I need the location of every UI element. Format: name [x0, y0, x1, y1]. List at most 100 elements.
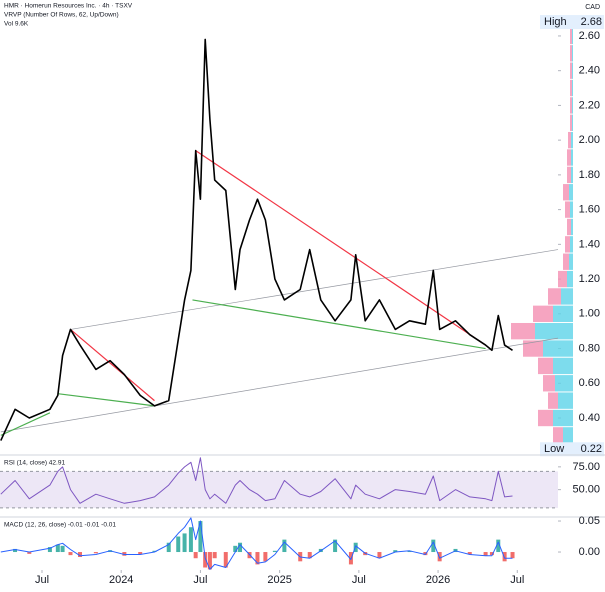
macd-histogram-bar [193, 552, 198, 559]
macd-histogram-bar [188, 527, 193, 553]
profile-down [570, 62, 572, 79]
profile-down [570, 27, 572, 45]
profile-down [548, 288, 561, 305]
macd-histogram-bar [272, 550, 277, 553]
profile-down [511, 322, 535, 340]
profile-up [571, 218, 573, 236]
profile-up [543, 340, 573, 357]
indicator-title: RSI (14, close) 42.91 [4, 460, 65, 467]
macd-histogram-bar [238, 542, 243, 553]
profile-down [558, 270, 567, 288]
x-tick-label: Jul [193, 574, 207, 586]
y-tick-label: 1.20 [579, 273, 600, 285]
macd-histogram-bar [166, 542, 171, 553]
price-line [0, 38, 513, 441]
macd-histogram-bar [47, 547, 52, 553]
profile-up [553, 357, 573, 375]
price-line [0, 457, 513, 504]
profile-up [569, 253, 573, 270]
macd-histogram-bar [60, 545, 65, 553]
low-box [540, 442, 604, 457]
profile-up [569, 184, 573, 201]
macd-histogram-bar [489, 552, 494, 556]
y-tick-label: 0.80 [579, 342, 600, 354]
profile-down [570, 114, 572, 131]
macd-histogram-bar [203, 552, 208, 568]
macd-line [0, 517, 513, 570]
macd-histogram-bar [233, 545, 238, 553]
profile-down [563, 184, 569, 201]
macd-histogram-bar [93, 552, 98, 554]
profile-down [567, 166, 571, 184]
macd-histogram-bar [212, 552, 217, 559]
macd-histogram-bar [483, 552, 488, 556]
macd-histogram-bar [27, 552, 32, 554]
profile-up [571, 149, 573, 166]
trendline [57, 393, 155, 407]
macd-histogram-bar [152, 550, 157, 553]
macd-histogram-bar [207, 552, 212, 570]
indicator-title: MACD (12, 26, close) -0.01 -0.01 -0.01 [4, 522, 116, 529]
macd-histogram-bar [55, 544, 60, 553]
profile-down [538, 409, 553, 427]
profile-down [570, 97, 572, 114]
x-tick-label: Jul [35, 574, 49, 586]
profile-down [538, 357, 553, 375]
profile-up [572, 45, 573, 62]
profile-up [535, 322, 573, 340]
y-tick-label: 0.00 [579, 546, 600, 558]
macd-histogram-bar [138, 552, 143, 555]
macd-histogram-bar [223, 552, 228, 568]
trendline [0, 337, 559, 433]
profile-down [565, 201, 570, 218]
x-tick-label: 2025 [267, 574, 291, 586]
high-value: 2.68 [581, 16, 602, 28]
y-tick-label: 2.00 [579, 134, 600, 146]
y-tick-label: 0.60 [579, 377, 600, 389]
trendline [70, 328, 155, 402]
profile-down [523, 340, 543, 357]
profile-down [533, 305, 553, 322]
high-box [540, 15, 604, 30]
macd-histogram-bar [198, 521, 203, 553]
trendline [192, 299, 486, 350]
profile-down [548, 392, 558, 409]
profile-down [565, 236, 570, 253]
profile-down [563, 253, 569, 270]
y-tick-label: 75.00 [572, 461, 600, 473]
profile-up [570, 236, 573, 253]
macd-histogram-bar [78, 552, 83, 557]
macd-histogram-bar [122, 552, 127, 556]
x-tick-label: Jul [510, 574, 524, 586]
macd-histogram-bar [353, 542, 358, 553]
profile-up [572, 79, 573, 97]
macd-histogram-bar [437, 552, 442, 562]
profile-down [570, 79, 572, 97]
profile-up [572, 62, 573, 79]
macd-histogram-bar [282, 539, 287, 553]
profile-down [553, 427, 563, 444]
profile-up [561, 288, 573, 305]
macd-histogram-bar [307, 552, 312, 559]
profile-up [567, 270, 573, 288]
macd-histogram-bar [263, 552, 268, 562]
macd-histogram-bar [407, 550, 412, 553]
y-tick-label: 2.20 [579, 99, 600, 111]
x-tick-label: Jul [352, 574, 366, 586]
profile-up [558, 392, 573, 409]
profile-up [571, 131, 573, 149]
y-tick-label: 1.40 [579, 238, 600, 250]
rsi-band [0, 471, 558, 508]
profile-up [572, 114, 573, 131]
macd-histogram-bar [255, 552, 260, 565]
high-label: High [544, 16, 567, 28]
trendline [70, 249, 559, 330]
macd-histogram-bar [431, 539, 436, 553]
y-tick-label: 50.00 [572, 484, 600, 496]
macd-histogram-bar [467, 552, 472, 555]
profile-up [555, 375, 573, 392]
macd-histogram-bar [502, 552, 507, 562]
profile-up [553, 409, 573, 427]
